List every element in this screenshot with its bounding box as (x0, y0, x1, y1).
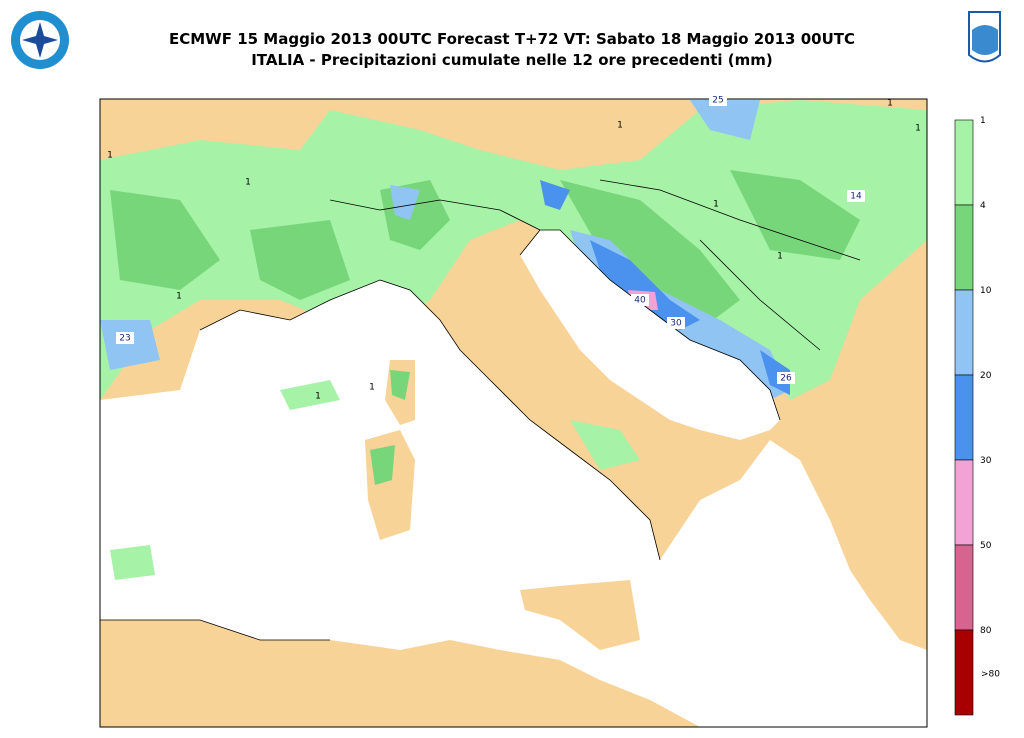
contour-label: 1 (713, 200, 719, 210)
label-box (709, 94, 727, 106)
colorbar-segment (954, 119, 974, 206)
map: 23 40 30 26 14 25 1 1 1 1 1 1 1 1 1 1 (99, 94, 928, 728)
colorbar-label: 30 (980, 456, 992, 466)
subtitle: ITALIA - Precipitazioni cumulate nelle 1… (251, 51, 773, 69)
contour-label: 1 (176, 292, 182, 302)
colorbar-segment (954, 374, 974, 461)
colorbar-segment (954, 459, 974, 546)
title: ECMWF 15 Maggio 2013 00UTC Forecast T+72… (169, 30, 855, 48)
colorbar-segment (954, 204, 974, 291)
contour-label: 30 (670, 319, 682, 329)
colorbar-label: 50 (980, 541, 992, 551)
contour-label: 25 (712, 96, 723, 106)
contour-label: 1 (107, 151, 113, 161)
colorbar-label: >80 (981, 670, 1000, 680)
colorbar-segment (954, 544, 974, 631)
contour-label: 1 (887, 99, 893, 109)
colorbar-label: 10 (980, 286, 992, 296)
contour-label: 1 (777, 252, 783, 262)
contour-label: 1 (915, 124, 921, 134)
colorbar-label: 4 (980, 201, 986, 211)
colorbar-label: 20 (980, 371, 992, 381)
colorbar-label: 1 (980, 116, 986, 126)
contour-label: 1 (315, 392, 321, 402)
colorbar-segment (954, 289, 974, 376)
label-box (631, 294, 649, 306)
contour-label: 40 (634, 296, 646, 306)
label-box (847, 190, 865, 202)
contour-label: 23 (119, 334, 130, 344)
colorbar-label: 80 (980, 626, 992, 636)
label-box (116, 332, 134, 344)
label-box (667, 317, 685, 329)
logo-right (968, 11, 1001, 63)
logo-left (11, 11, 69, 69)
colorbar-segment (954, 629, 974, 716)
contour-label: 1 (245, 178, 251, 188)
contour-label: 1 (369, 383, 375, 393)
contour-label: 14 (850, 192, 862, 202)
contour-label: 26 (780, 374, 792, 384)
colorbar: 1 4 10 20 30 50 80 >80 (954, 116, 1000, 716)
contour-label: 1 (617, 121, 623, 131)
label-box (777, 372, 795, 384)
